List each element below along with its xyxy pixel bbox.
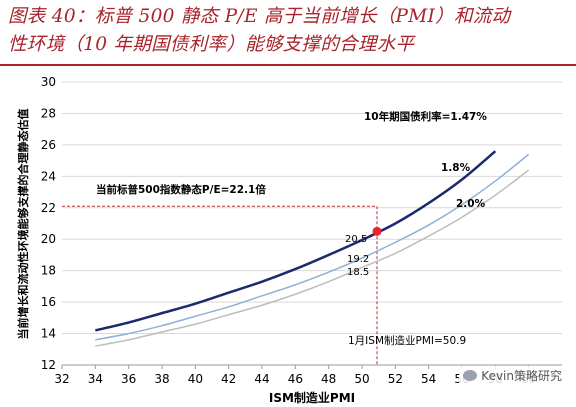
point-label-3: 18.5 xyxy=(347,267,369,278)
x-tick-label: 44 xyxy=(254,372,269,386)
series-line-1 xyxy=(95,150,497,332)
y-tick-label: 12 xyxy=(41,358,56,372)
wechat-icon xyxy=(463,370,478,381)
y-tick-label: 30 xyxy=(41,75,56,89)
x-tick-label: 54 xyxy=(421,372,436,386)
title-line-2: 性环境（10 年期国债利率）能够支撑的合理水平 xyxy=(8,34,415,55)
series-label-1: 10年期国债利率=1.47% xyxy=(364,110,487,123)
series-line-3 xyxy=(95,169,530,347)
x-tick-label: 36 xyxy=(121,372,136,386)
point-label-1: 20.5 xyxy=(345,234,367,245)
x-tick-label: 34 xyxy=(88,372,103,386)
title-divider xyxy=(0,64,576,66)
y-tick-label: 28 xyxy=(41,106,56,120)
x-tick-label: 50 xyxy=(354,372,369,386)
y-tick-label: 22 xyxy=(41,201,56,215)
x-tick-label: 46 xyxy=(288,372,303,386)
y-tick-label: 14 xyxy=(41,327,56,341)
current-point-marker xyxy=(372,226,382,236)
y-tick-label: 24 xyxy=(41,169,56,183)
x-tick-label: 32 xyxy=(54,372,69,386)
watermark-text: Kevin策略研究 xyxy=(481,369,562,383)
y-tick-label: 16 xyxy=(41,295,56,309)
series-label-2: 1.8% xyxy=(441,162,471,174)
x-tick-label: 48 xyxy=(321,372,336,386)
x-tick-label: 40 xyxy=(188,372,203,386)
y-tick-label: 18 xyxy=(41,264,56,278)
y-tick-label: 20 xyxy=(41,232,56,246)
watermark: Kevin策略研究 xyxy=(459,366,566,385)
y-axis-label: 当前增长和流动性环境能够支撑的合理静态估值 xyxy=(16,109,30,340)
title-line-1: 图表 40：标普 500 静态 P/E 高于当前增长（PMI）和流动 xyxy=(8,6,511,27)
series-line-2 xyxy=(95,153,530,341)
y-tick-label: 26 xyxy=(41,138,56,152)
x-tick-label: 42 xyxy=(221,372,236,386)
x-tick-label: 38 xyxy=(154,372,169,386)
x-tick-label: 52 xyxy=(388,372,403,386)
chart-title: 图表 40：标普 500 静态 P/E 高于当前增长（PMI）和流动 性环境（1… xyxy=(8,3,568,59)
pmi-annotation: 1月ISM制造业PMI=50.9 xyxy=(348,334,466,347)
x-axis-label: ISM制造业PMI xyxy=(269,390,355,405)
point-label-2: 19.2 xyxy=(347,254,369,265)
series-label-3: 2.0% xyxy=(456,198,486,210)
pe-annotation: 当前标普500指数静态P/E=22.1倍 xyxy=(96,183,266,196)
